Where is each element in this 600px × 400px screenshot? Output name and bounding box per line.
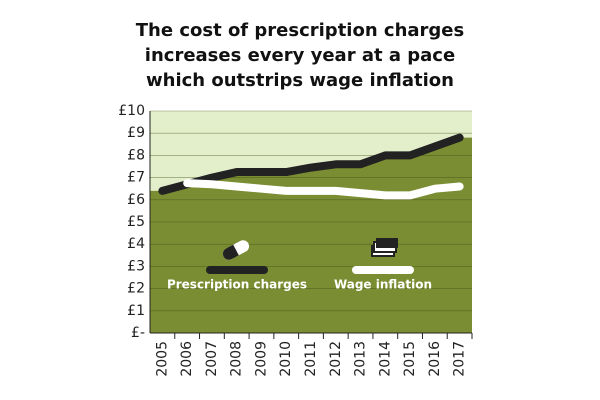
pill-icon — [222, 240, 250, 260]
x-tick-label: 2010 — [278, 341, 294, 377]
x-tick-label: 2005 — [154, 341, 170, 377]
y-tick-label: £6 — [127, 192, 145, 208]
y-tick-label: £2 — [127, 281, 145, 297]
legend-label: Prescription charges — [167, 278, 307, 292]
chart-title: The cost of prescription charges increas… — [135, 20, 465, 91]
y-tick-label: £5 — [127, 214, 145, 230]
y-tick-label: £- — [131, 325, 145, 341]
y-tick-label: £9 — [127, 125, 145, 141]
x-tick-label: 2011 — [303, 341, 319, 377]
x-tick-label: 2012 — [328, 341, 344, 377]
legend-label: Wage inflation — [334, 278, 432, 292]
y-tick-label: £10 — [118, 103, 145, 119]
y-tick-label: £4 — [127, 236, 145, 252]
x-tick-label: 2017 — [452, 341, 468, 377]
x-tick-label: 2015 — [402, 341, 418, 377]
x-tick-label: 2014 — [377, 341, 393, 377]
y-tick-label: £8 — [127, 147, 145, 163]
line — [183, 179, 464, 200]
money-icon — [371, 238, 398, 257]
y-tick-label: £1 — [127, 303, 145, 319]
x-tick-label: 2013 — [353, 341, 369, 377]
x-tick-label: 2006 — [179, 341, 195, 377]
x-tick-label: 2009 — [253, 341, 269, 377]
line — [158, 133, 464, 195]
x-tick-label: 2008 — [229, 341, 245, 377]
x-tick-label: 2016 — [427, 341, 443, 377]
y-tick-label: £3 — [127, 258, 145, 274]
y-tick-label: £7 — [127, 170, 145, 186]
x-tick-label: 2007 — [204, 341, 220, 377]
